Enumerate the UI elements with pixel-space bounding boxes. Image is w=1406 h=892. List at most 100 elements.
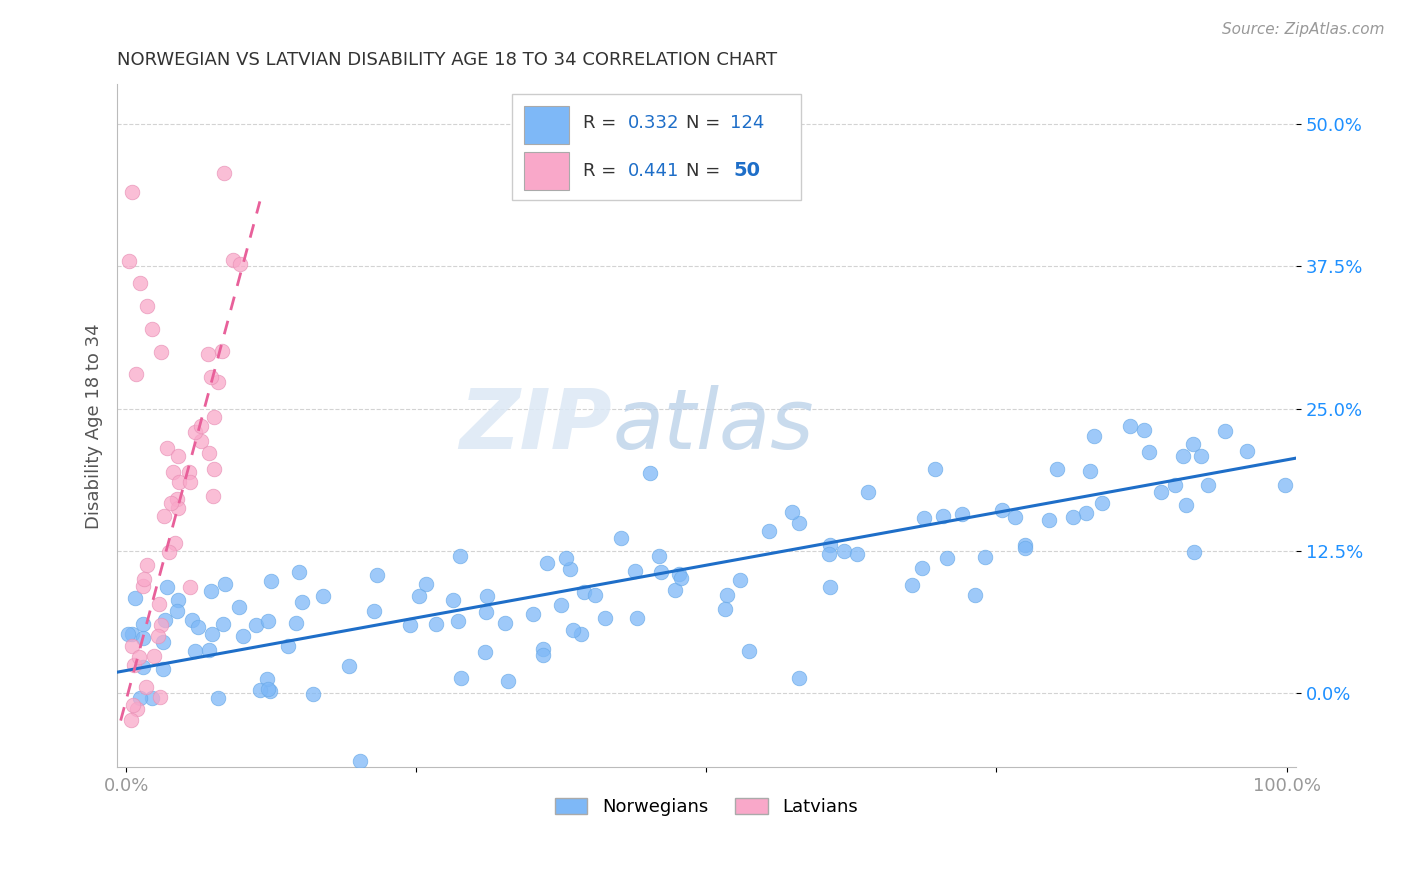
Text: ZIP: ZIP xyxy=(460,385,612,467)
Point xyxy=(1076,506,1098,520)
Point xyxy=(572,585,595,599)
Point xyxy=(474,645,496,659)
Point xyxy=(135,558,157,573)
Point xyxy=(165,536,187,550)
Point xyxy=(181,613,204,627)
Point xyxy=(932,508,955,523)
Point xyxy=(184,644,207,658)
Point xyxy=(207,691,229,706)
Point xyxy=(1182,545,1205,559)
Point xyxy=(222,252,245,267)
Point xyxy=(1062,510,1084,524)
Text: 124: 124 xyxy=(730,114,765,132)
Point xyxy=(669,571,692,585)
Text: NORWEGIAN VS LATVIAN DISABILITY AGE 18 TO 34 CORRELATION CHART: NORWEGIAN VS LATVIAN DISABILITY AGE 18 T… xyxy=(117,51,778,69)
Point xyxy=(555,551,578,566)
Point xyxy=(212,166,235,180)
Point xyxy=(249,683,271,698)
Point xyxy=(738,644,761,658)
Point xyxy=(202,410,225,425)
Point xyxy=(118,253,141,268)
Point xyxy=(312,589,335,603)
Point xyxy=(366,567,388,582)
Point xyxy=(184,425,207,440)
Point xyxy=(991,502,1014,516)
Point xyxy=(1236,444,1258,458)
Point xyxy=(166,604,188,618)
Point xyxy=(257,681,280,696)
Point xyxy=(1137,444,1160,458)
Point xyxy=(132,617,155,632)
Point xyxy=(121,640,143,654)
Point xyxy=(132,660,155,674)
Point xyxy=(162,465,184,479)
Point xyxy=(648,549,671,563)
Point xyxy=(152,663,174,677)
Point xyxy=(160,496,183,510)
Text: N =: N = xyxy=(686,161,727,180)
Text: atlas: atlas xyxy=(612,385,814,467)
Point xyxy=(450,671,472,685)
Point xyxy=(167,449,190,463)
Point xyxy=(149,690,172,705)
Point xyxy=(291,595,314,609)
Point xyxy=(624,564,647,578)
Point xyxy=(259,684,281,698)
Point xyxy=(399,617,422,632)
Point xyxy=(1163,478,1185,492)
FancyBboxPatch shape xyxy=(512,95,801,201)
Point xyxy=(818,538,841,552)
Point xyxy=(190,434,212,448)
Point xyxy=(259,574,281,588)
Point xyxy=(1014,538,1036,552)
Point xyxy=(449,549,471,563)
Point xyxy=(912,510,935,524)
Point xyxy=(1274,478,1296,492)
Point xyxy=(1083,428,1105,442)
Point xyxy=(1171,450,1194,464)
Point xyxy=(728,573,751,587)
Point xyxy=(128,649,150,664)
Point xyxy=(117,627,139,641)
Point xyxy=(593,611,616,625)
Point xyxy=(148,597,170,611)
Point xyxy=(125,702,148,716)
Point xyxy=(787,516,810,531)
Point xyxy=(198,445,221,459)
Point xyxy=(610,531,633,545)
Point xyxy=(789,671,811,685)
Point xyxy=(494,615,516,630)
Point xyxy=(935,551,957,566)
Point xyxy=(536,556,558,570)
Text: R =: R = xyxy=(582,114,621,132)
Point xyxy=(120,713,142,727)
Point xyxy=(664,582,686,597)
Y-axis label: Disability Age 18 to 34: Disability Age 18 to 34 xyxy=(86,323,103,528)
Point xyxy=(475,605,498,619)
Point xyxy=(122,657,145,672)
Point xyxy=(415,577,437,591)
Point xyxy=(197,347,219,361)
Point xyxy=(122,775,145,789)
Point xyxy=(818,547,841,561)
Point xyxy=(288,566,311,580)
Point xyxy=(973,550,995,565)
Point xyxy=(1078,464,1101,478)
Point xyxy=(1213,424,1236,438)
Point xyxy=(780,505,803,519)
Point xyxy=(1090,496,1112,510)
Point xyxy=(202,462,225,476)
Text: N =: N = xyxy=(686,114,727,132)
Point xyxy=(277,639,299,653)
Point xyxy=(156,441,179,455)
Point xyxy=(141,690,163,705)
Point xyxy=(758,524,780,538)
Point xyxy=(257,614,280,628)
Point xyxy=(150,344,173,359)
Point xyxy=(228,599,250,614)
Point xyxy=(550,598,572,612)
Point xyxy=(135,680,157,694)
Point xyxy=(1150,484,1173,499)
Point xyxy=(129,277,152,291)
Text: 0.441: 0.441 xyxy=(627,161,679,180)
